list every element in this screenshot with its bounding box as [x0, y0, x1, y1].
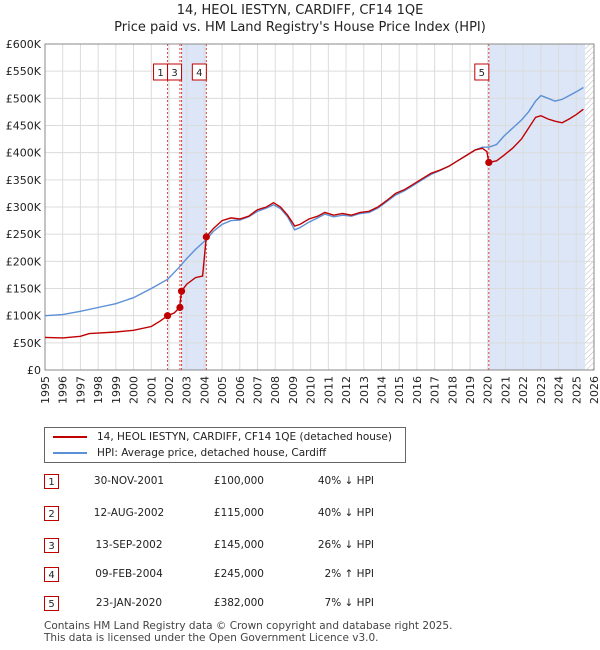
- x-tick-label: 2018: [446, 376, 459, 404]
- legend: 14, HEOL IESTYN, CARDIFF, CF14 1QE (deta…: [44, 427, 406, 463]
- footer-line-copyright: Contains HM Land Registry data © Crown c…: [44, 620, 453, 632]
- chart-title: 14, HEOL IESTYN, CARDIFF, CF14 1QE: [176, 3, 424, 18]
- x-tick-label: 1998: [92, 376, 105, 404]
- x-tick-label: 1996: [57, 376, 70, 404]
- transaction-number-badge: 4: [44, 567, 59, 582]
- transaction-date: 30-NOV-2001: [93, 475, 165, 487]
- transaction-date: 12-AUG-2002: [93, 507, 165, 519]
- x-tick-label: 2019: [464, 376, 477, 404]
- legend-item-hpi: HPI: Average price, detached house, Card…: [53, 445, 326, 461]
- x-tick-label: 2009: [287, 376, 300, 404]
- legend-item-property: 14, HEOL IESTYN, CARDIFF, CF14 1QE (deta…: [53, 429, 392, 445]
- footer-line-licence: This data is licensed under the Open Gov…: [44, 632, 379, 644]
- x-tick-label: 2022: [517, 376, 530, 404]
- sale-number-label: 4: [196, 68, 202, 79]
- transaction-hpi-diff: 26% ↓ HPI: [317, 539, 374, 551]
- legend-swatch-hpi: [53, 452, 87, 454]
- sale-point: [202, 233, 210, 241]
- transaction-number-badge: 1: [44, 474, 59, 489]
- hpi-series-line: [44, 86, 584, 317]
- transaction-number-badge: 3: [44, 538, 59, 553]
- transaction-hpi-diff: 2% ↑ HPI: [324, 568, 374, 580]
- y-tick-label: £0: [27, 364, 41, 377]
- table-row: 2 12-AUG-2002 £115,000 40% ↓ HPI: [44, 506, 564, 522]
- x-tick-label: 2016: [411, 376, 424, 404]
- sale-number-label: 5: [479, 68, 485, 79]
- table-row: 3 13-SEP-2002 £145,000 26% ↓ HPI: [44, 538, 564, 554]
- x-tick-label: 2002: [163, 376, 176, 404]
- x-tick-label: 2010: [305, 376, 318, 404]
- x-tick-label: 2003: [181, 376, 194, 404]
- sale-number-label: 3: [171, 68, 177, 79]
- x-tick-label: 2006: [234, 376, 247, 404]
- sale-point: [177, 287, 186, 295]
- transaction-hpi-diff: 7% ↓ HPI: [324, 597, 374, 609]
- table-row: 5 23-JAN-2020 £382,000 7% ↓ HPI: [44, 596, 564, 612]
- transaction-date: 23-JAN-2020: [95, 597, 163, 609]
- x-tick-label: 2011: [322, 376, 335, 404]
- x-tick-label: 2026: [588, 376, 600, 404]
- y-tick-label: £600K: [6, 38, 42, 51]
- y-tick-label: £100K: [6, 310, 42, 323]
- x-tick-label: 2014: [375, 376, 388, 404]
- transaction-date: 13-SEP-2002: [95, 539, 163, 551]
- sale-point: [485, 158, 493, 167]
- transaction-date: 09-FEB-2004: [95, 568, 163, 580]
- y-tick-label: £350K: [6, 174, 42, 187]
- transaction-price: £100,000: [213, 475, 264, 487]
- transaction-price: £382,000: [213, 597, 264, 609]
- y-tick-label: £200K: [6, 255, 42, 268]
- y-tick-label: £250K: [6, 228, 42, 241]
- legend-label-hpi: HPI: Average price, detached house, Card…: [97, 447, 327, 459]
- legend-label-property: 14, HEOL IESTYN, CARDIFF, CF14 1QE (deta…: [97, 431, 392, 443]
- x-tick-label: 2021: [499, 376, 512, 404]
- x-tick-label: 2013: [358, 376, 371, 404]
- x-tick-label: 2007: [252, 376, 265, 404]
- x-tick-label: 1997: [74, 376, 87, 404]
- y-tick-label: £550K: [6, 65, 42, 78]
- y-tick-label: £400K: [6, 147, 42, 160]
- x-tick-label: 2005: [216, 376, 229, 404]
- x-tick-label: 2023: [535, 376, 548, 404]
- y-tick-label: £500K: [6, 92, 42, 105]
- plot-frame: [44, 43, 595, 371]
- x-tick-label: 2015: [393, 376, 406, 404]
- transaction-price: £245,000: [213, 568, 264, 580]
- x-tick-label: 2017: [429, 376, 442, 404]
- sale-number-marker: [474, 63, 490, 81]
- sale-point: [163, 312, 172, 320]
- y-tick-label: £150K: [6, 283, 42, 296]
- price-chart: £0 £50K £100K £150K £200K £250K £300K £350K £400…: [6, 38, 600, 404]
- transaction-price: £145,000: [213, 539, 264, 551]
- x-tick-label: 2008: [269, 376, 282, 404]
- transaction-number-badge: 2: [44, 506, 59, 521]
- y-tick-label: £450K: [6, 120, 42, 133]
- transaction-number-badge: 5: [44, 596, 59, 611]
- transaction-price: £115,000: [213, 507, 264, 519]
- y-tick-label: £300K: [6, 201, 42, 214]
- x-tick-label: 2012: [340, 376, 353, 404]
- table-row: 1 30-NOV-2001 £100,000 40% ↓ HPI: [44, 474, 564, 490]
- x-tick-label: 1995: [39, 376, 52, 404]
- sale-number-marker: [167, 63, 183, 81]
- x-tick-label: 2004: [198, 376, 211, 404]
- x-tick-label: 2024: [553, 376, 566, 404]
- transaction-hpi-diff: 40% ↓ HPI: [317, 475, 374, 487]
- transaction-hpi-diff: 40% ↓ HPI: [317, 507, 374, 519]
- x-tick-label: 2001: [145, 376, 158, 404]
- y-tick-label: £50K: [13, 337, 42, 350]
- sale-number-marker: [191, 63, 207, 81]
- legend-swatch-property: [53, 436, 87, 438]
- x-tick-label: 2020: [482, 376, 495, 404]
- x-tick-label: 2000: [128, 376, 141, 404]
- table-row: 4 09-FEB-2004 £245,000 2% ↑ HPI: [44, 567, 564, 583]
- footer-attribution: Contains HM Land Registry data © Crown c…: [44, 620, 452, 644]
- x-tick-label: 2025: [570, 376, 583, 404]
- x-tick-label: 1999: [110, 376, 123, 404]
- sale-number-label: 1: [157, 68, 163, 79]
- chart-subtitle: Price paid vs. HM Land Registry's House …: [114, 20, 486, 35]
- sale-point: [176, 303, 184, 312]
